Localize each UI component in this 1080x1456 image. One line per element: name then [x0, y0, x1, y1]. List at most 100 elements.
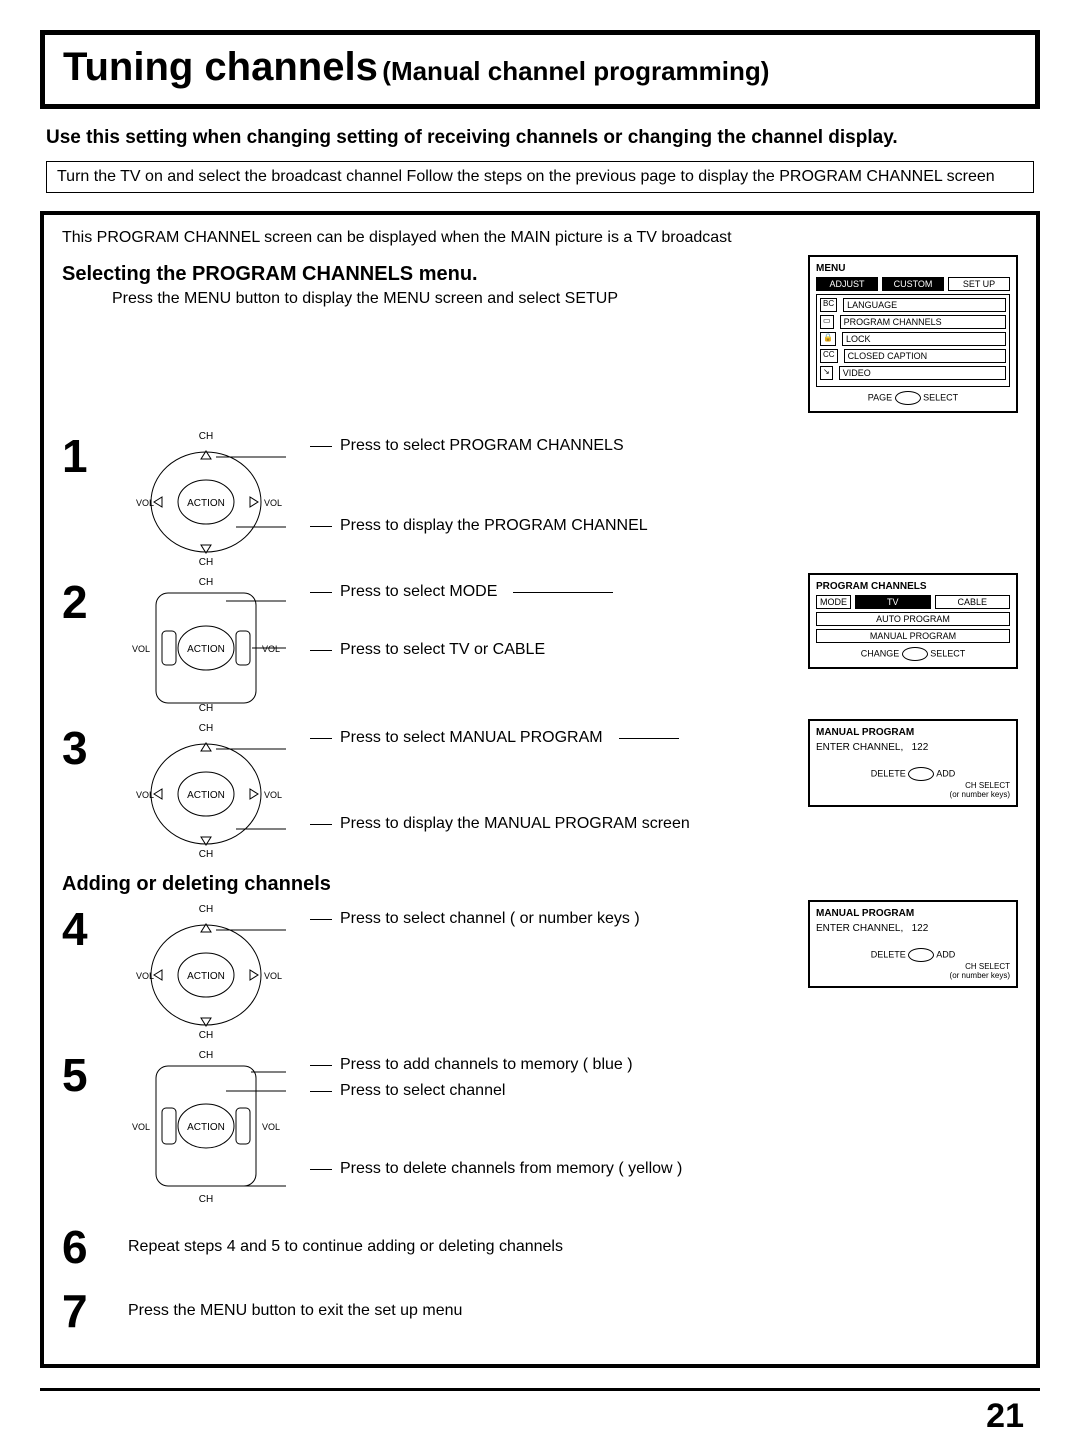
svg-text:VOL: VOL [136, 790, 154, 800]
nav-ring-icon [908, 767, 934, 781]
svg-text:CH: CH [199, 577, 213, 588]
svg-text:ACTION: ACTION [187, 971, 225, 982]
item-lock: LOCK [842, 332, 1006, 346]
pc-title: PROGRAM CHANNELS [816, 581, 1010, 592]
step-7-num: 7 [62, 1288, 102, 1334]
m1-chselect: CH SELECT [816, 781, 1010, 790]
step3-line1: Press to select MANUAL PROGRAM [340, 729, 603, 747]
pc-auto: AUTO PROGRAM [816, 612, 1010, 626]
pc-manual: MANUAL PROGRAM [816, 629, 1010, 643]
step-6-num: 6 [62, 1224, 102, 1270]
remote-diagram-3: CH ACTION VOL VOL CH [126, 719, 286, 859]
sub-lead: Press the MENU button to display the MEN… [112, 290, 788, 308]
section1-heading: Selecting the PROGRAM CHANNELS menu. [62, 263, 788, 286]
nav-ring-icon [908, 948, 934, 962]
step-3-num: 3 [62, 719, 102, 771]
step5-line3: Press to delete channels from memory ( y… [340, 1160, 682, 1178]
tab-setup: SET UP [948, 277, 1010, 291]
progch-icon: ▭ [820, 315, 834, 329]
step-5-num: 5 [62, 1046, 102, 1098]
m2-delete: DELETE [871, 949, 906, 959]
svg-text:VOL: VOL [264, 971, 282, 981]
svg-text:VOL: VOL [262, 644, 280, 654]
step5-line2: Press to select channel [340, 1082, 505, 1100]
item-video: VIDEO [839, 366, 1006, 380]
svg-text:VOL: VOL [132, 1122, 150, 1132]
svg-text:VOL: VOL [264, 790, 282, 800]
m2-chselect: CH SELECT [816, 962, 1010, 971]
step-5: 5 CH ACTION VOL VOL CH Pre [62, 1046, 1018, 1206]
pre-text: This PROGRAM CHANNEL screen can be displ… [62, 229, 1018, 247]
step-6: 6 Repeat steps 4 and 5 to continue addin… [62, 1224, 1018, 1270]
pc-mode-tv: TV [855, 595, 931, 609]
lock-icon: 🔒 [820, 332, 836, 346]
tab-adjust: ADJUST [816, 277, 878, 291]
svg-text:VOL: VOL [132, 644, 150, 654]
page-title-main: Tuning channels [63, 45, 378, 89]
svg-text:CH: CH [199, 723, 213, 734]
svg-text:CH: CH [199, 1194, 213, 1205]
step-1-num: 1 [62, 427, 102, 479]
step-4-num: 4 [62, 900, 102, 952]
step-2: 2 CH ACTION VOL VOL CH [62, 573, 788, 713]
screen-manual-2: MANUAL PROGRAM ENTER CHANNEL, 122 DELETE… [808, 900, 1018, 988]
svg-text:VOL: VOL [264, 498, 282, 508]
step3-line2: Press to display the MANUAL PROGRAM scre… [340, 815, 690, 833]
remote-diagram-2: CH ACTION VOL VOL CH [126, 573, 286, 713]
step1-line1: Press to select PROGRAM CHANNELS [340, 437, 624, 455]
note-box: Turn the TV on and select the broadcast … [46, 161, 1034, 193]
pc-mode-label: MODE [816, 595, 851, 609]
svg-text:ACTION: ACTION [187, 790, 225, 801]
m1-delete: DELETE [871, 768, 906, 778]
step2-line2: Press to select TV or CABLE [340, 641, 545, 659]
svg-text:ACTION: ACTION [187, 498, 225, 509]
step-7: 7 Press the MENU button to exit the set … [62, 1288, 1018, 1334]
lang-icon: BC [820, 298, 837, 312]
item-language: LANGUAGE [843, 298, 1006, 312]
step6-text: Repeat steps 4 and 5 to continue adding … [128, 1224, 563, 1256]
foot-select: SELECT [923, 392, 958, 402]
m1-enter: ENTER CHANNEL, [816, 742, 903, 753]
step7-text: Press the MENU button to exit the set up… [128, 1288, 462, 1320]
page-title-sub: (Manual channel programming) [382, 56, 769, 86]
section2-heading: Adding or deleting channels [62, 873, 1018, 896]
remote-diagram-1: CH ACTION VOL VOL CH [126, 427, 286, 567]
svg-text:CH: CH [199, 849, 213, 859]
m2-title: MANUAL PROGRAM [816, 908, 1010, 919]
screen-program-channels: PROGRAM CHANNELS MODE TV CABLE AUTO PROG… [808, 573, 1018, 669]
m1-tiny: (or number keys) [816, 790, 1010, 799]
pc-mode-cable: CABLE [935, 595, 1011, 609]
step-3: 3 CH ACTION VOL VOL [62, 719, 788, 859]
m1-value: 122 [912, 742, 929, 753]
svg-text:ACTION: ACTION [187, 644, 225, 655]
nav-ring-icon [895, 391, 921, 405]
screen-menu: MENU ADJUST CUSTOM SET UP BC LANGUAGE ▭ PR… [808, 255, 1018, 413]
item-program-channels: PROGRAM CHANNELS [840, 315, 1006, 329]
m1-add: ADD [936, 768, 955, 778]
screen-menu-title: MENU [816, 263, 1010, 274]
step2-line1: Press to select MODE [340, 583, 497, 601]
m2-enter: ENTER CHANNEL, [816, 923, 903, 934]
video-icon: ↘ [820, 366, 833, 380]
remote-diagram-4: CH ACTION VOL VOL CH [126, 900, 286, 1040]
m2-value: 122 [912, 923, 929, 934]
step-2-num: 2 [62, 573, 102, 625]
title-box: Tuning channels (Manual channel programm… [40, 30, 1040, 109]
svg-text:VOL: VOL [262, 1122, 280, 1132]
lead-text: Use this setting when changing setting o… [46, 127, 1034, 149]
nav-ring-icon [902, 647, 928, 661]
m2-add: ADD [936, 949, 955, 959]
svg-text:ACTION: ACTION [187, 1122, 225, 1133]
pc-foot-select: SELECT [930, 648, 965, 658]
svg-text:CH: CH [199, 557, 213, 567]
svg-text:CH: CH [199, 431, 213, 442]
step-1: 1 CH ACTION VOL VOL CH [62, 427, 1018, 567]
item-closed-caption: CLOSED CAPTION [844, 349, 1006, 363]
step-4: 4 CH ACTION VOL VOL [62, 900, 788, 1040]
svg-text:CH: CH [199, 1030, 213, 1040]
step5-line1: Press to add channels to memory ( blue ) [340, 1056, 633, 1074]
svg-text:CH: CH [199, 904, 213, 915]
page-rule [40, 1388, 1040, 1391]
tab-custom: CUSTOM [882, 277, 944, 291]
svg-text:VOL: VOL [136, 971, 154, 981]
